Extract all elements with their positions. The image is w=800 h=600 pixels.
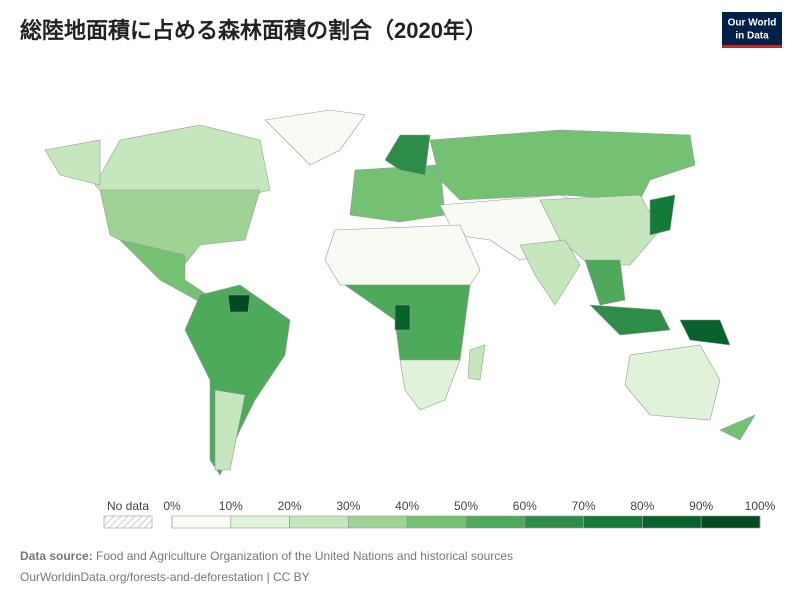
source: Data source: Food and Agriculture Organi… [20, 549, 513, 563]
world-map [44, 109, 756, 476]
legend-tick-label: 100% [745, 499, 776, 513]
no-data-swatch [103, 515, 153, 529]
legend-tick-label: 40% [395, 499, 419, 513]
legend-tick-label: 30% [336, 499, 360, 513]
logo-text: in Data [735, 31, 769, 42]
country [324, 224, 481, 286]
country [94, 124, 271, 201]
legend-swatch [700, 515, 761, 529]
country [429, 129, 696, 201]
legend-swatch [289, 515, 349, 529]
country [584, 259, 626, 306]
legend-swatch [171, 515, 232, 529]
legend-swatch [465, 515, 526, 529]
country [399, 359, 461, 411]
source-url: OurWorldinData.org/forests-and-deforesta… [20, 570, 310, 584]
legend-tick-label: 70% [572, 499, 596, 513]
country [679, 319, 731, 346]
country [44, 139, 101, 186]
legend-swatch [524, 515, 584, 529]
country [589, 304, 671, 336]
logo-text: Our World [728, 18, 777, 29]
country [227, 294, 251, 313]
legend-tick-label: 20% [278, 499, 302, 513]
logo-bar [722, 45, 782, 48]
legend-swatch [406, 515, 467, 529]
country [624, 344, 721, 421]
source-text: Food and Agriculture Organization of the… [96, 549, 513, 563]
country [184, 284, 291, 476]
country [264, 109, 366, 166]
legend-tick-label: 90% [689, 499, 713, 513]
country [539, 194, 661, 266]
country [467, 344, 486, 381]
country [384, 134, 431, 176]
logo-box [722, 12, 782, 48]
legend-swatch [348, 515, 408, 529]
source-label: Data source: [20, 549, 93, 563]
legend-tick-label: 80% [630, 499, 654, 513]
country [394, 304, 411, 331]
legend-swatch [642, 515, 702, 529]
no-data-label: No data [107, 499, 149, 513]
legend-tick-label: 0% [163, 499, 181, 513]
legend-swatch [583, 515, 643, 529]
legend-tick-label: 60% [513, 499, 537, 513]
country [214, 389, 246, 471]
legend-tick-label: 50% [454, 499, 478, 513]
title: 総陸地面積に占める森林面積の割合（2020年） [20, 18, 487, 43]
country [649, 194, 676, 236]
legend-tick-label: 10% [219, 499, 243, 513]
country [349, 164, 446, 223]
country [519, 239, 581, 306]
country [719, 414, 756, 441]
legend-swatch [230, 515, 290, 529]
legend: No data 0% 10% 20% 30% 40% 50% 60% 70% 80% 90% 100… [103, 499, 776, 529]
logo: Our World in Data [722, 12, 782, 48]
